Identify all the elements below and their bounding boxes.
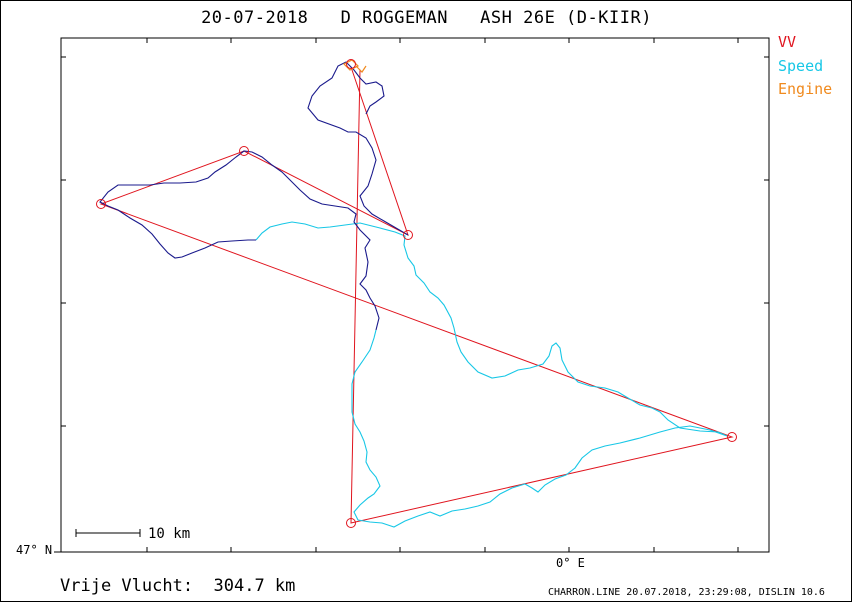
y-axis-label: 47° N (16, 543, 53, 557)
x-axis-label: 0° E (556, 556, 585, 570)
turnpoint-3 (96, 199, 106, 209)
footer-text: CHARRON.LINE 20.07.2018, 23:29:08, DISLI… (548, 587, 825, 598)
turnpoint-1 (403, 230, 413, 240)
turnpoint-4 (727, 432, 737, 442)
plot-frame (60, 37, 770, 553)
turnpoints (96, 59, 737, 528)
legend-vv: VV (778, 33, 797, 51)
distance-text: Vrije Vlucht: 304.7 km (60, 576, 296, 596)
track-speed-segment (255, 221, 728, 528)
turnpoint-5 (346, 518, 356, 528)
scale-bar (75, 529, 141, 537)
task-line (99, 66, 734, 524)
chart-title: 20-07-2018 D ROGGEMAN ASH 26E (D-KIIR) (201, 8, 652, 28)
legend-engine: Engine (778, 80, 833, 98)
turnpoint-start (346, 59, 356, 69)
scale-bar-label: 10 km (148, 526, 191, 542)
legend-speed: Speed (778, 57, 824, 75)
track-climb-segment (307, 61, 409, 236)
turnpoint-2 (239, 146, 249, 156)
track-fast-segment (99, 150, 380, 331)
axis-ticks (54, 38, 769, 553)
